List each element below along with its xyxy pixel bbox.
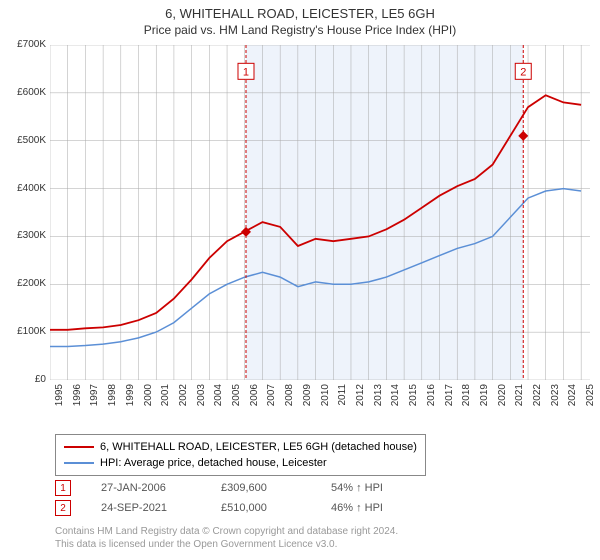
marker-table: 1 27-JAN-2006 £309,600 54% ↑ HPI 2 24-SE… xyxy=(55,478,421,518)
title-sub: Price paid vs. HM Land Registry's House … xyxy=(0,23,600,37)
y-tick-label: £300K xyxy=(6,230,46,241)
svg-text:2: 2 xyxy=(520,66,526,78)
x-tick-label: 1998 xyxy=(107,384,118,412)
legend-label-1: HPI: Average price, detached house, Leic… xyxy=(100,457,327,469)
marker-num-1: 2 xyxy=(55,500,71,516)
x-tick-label: 2007 xyxy=(266,384,277,412)
x-tick-label: 2006 xyxy=(249,384,260,412)
x-tick-label: 1997 xyxy=(89,384,100,412)
y-tick-label: £400K xyxy=(6,183,46,194)
x-tick-label: 2005 xyxy=(231,384,242,412)
x-tick-label: 2021 xyxy=(514,384,525,412)
y-tick-label: £600K xyxy=(6,87,46,98)
marker-row-1: 2 24-SEP-2021 £510,000 46% ↑ HPI xyxy=(55,498,421,518)
x-tick-label: 2011 xyxy=(337,384,348,412)
marker-num-0: 1 xyxy=(55,480,71,496)
x-tick-label: 2009 xyxy=(302,384,313,412)
x-tick-label: 1999 xyxy=(125,384,136,412)
chart-svg: 12 xyxy=(50,45,590,380)
x-tick-label: 1996 xyxy=(72,384,83,412)
footnote: Contains HM Land Registry data © Crown c… xyxy=(55,525,398,551)
svg-text:1: 1 xyxy=(243,66,249,78)
x-tick-label: 2024 xyxy=(567,384,578,412)
marker-date-1: 24-SEP-2021 xyxy=(101,502,221,514)
x-tick-label: 2001 xyxy=(160,384,171,412)
x-tick-label: 1995 xyxy=(54,384,65,412)
chart-container: 6, WHITEHALL ROAD, LEICESTER, LE5 6GH Pr… xyxy=(0,0,600,560)
legend-box: 6, WHITEHALL ROAD, LEICESTER, LE5 6GH (d… xyxy=(55,434,426,476)
y-tick-label: £500K xyxy=(6,135,46,146)
x-tick-label: 2002 xyxy=(178,384,189,412)
legend-swatch-0 xyxy=(64,446,94,448)
footnote-line2: This data is licensed under the Open Gov… xyxy=(55,538,398,551)
title-block: 6, WHITEHALL ROAD, LEICESTER, LE5 6GH Pr… xyxy=(0,0,600,37)
x-tick-label: 2003 xyxy=(196,384,207,412)
x-tick-label: 2023 xyxy=(550,384,561,412)
marker-hpi-0: 54% ↑ HPI xyxy=(331,482,421,494)
x-tick-label: 2019 xyxy=(479,384,490,412)
marker-price-1: £510,000 xyxy=(221,502,331,514)
title-main: 6, WHITEHALL ROAD, LEICESTER, LE5 6GH xyxy=(0,6,600,21)
marker-date-0: 27-JAN-2006 xyxy=(101,482,221,494)
legend-swatch-1 xyxy=(64,462,94,464)
y-tick-label: £700K xyxy=(6,39,46,50)
x-tick-label: 2014 xyxy=(390,384,401,412)
marker-price-0: £309,600 xyxy=(221,482,331,494)
x-tick-label: 2000 xyxy=(143,384,154,412)
y-tick-label: £100K xyxy=(6,326,46,337)
x-tick-label: 2004 xyxy=(213,384,224,412)
x-tick-label: 2020 xyxy=(497,384,508,412)
y-tick-label: £0 xyxy=(6,374,46,385)
x-tick-label: 2017 xyxy=(444,384,455,412)
x-tick-label: 2022 xyxy=(532,384,543,412)
marker-row-0: 1 27-JAN-2006 £309,600 54% ↑ HPI xyxy=(55,478,421,498)
x-tick-label: 2010 xyxy=(320,384,331,412)
footnote-line1: Contains HM Land Registry data © Crown c… xyxy=(55,525,398,538)
x-tick-label: 2015 xyxy=(408,384,419,412)
x-tick-label: 2012 xyxy=(355,384,366,412)
x-tick-label: 2016 xyxy=(426,384,437,412)
y-tick-label: £200K xyxy=(6,278,46,289)
x-tick-label: 2018 xyxy=(461,384,472,412)
legend-label-0: 6, WHITEHALL ROAD, LEICESTER, LE5 6GH (d… xyxy=(100,441,417,453)
marker-hpi-1: 46% ↑ HPI xyxy=(331,502,421,514)
legend-row-1: HPI: Average price, detached house, Leic… xyxy=(64,455,417,471)
x-tick-label: 2008 xyxy=(284,384,295,412)
x-tick-label: 2013 xyxy=(373,384,384,412)
chart-area: 12 xyxy=(50,45,590,380)
legend-row-0: 6, WHITEHALL ROAD, LEICESTER, LE5 6GH (d… xyxy=(64,439,417,455)
x-tick-label: 2025 xyxy=(585,384,596,412)
